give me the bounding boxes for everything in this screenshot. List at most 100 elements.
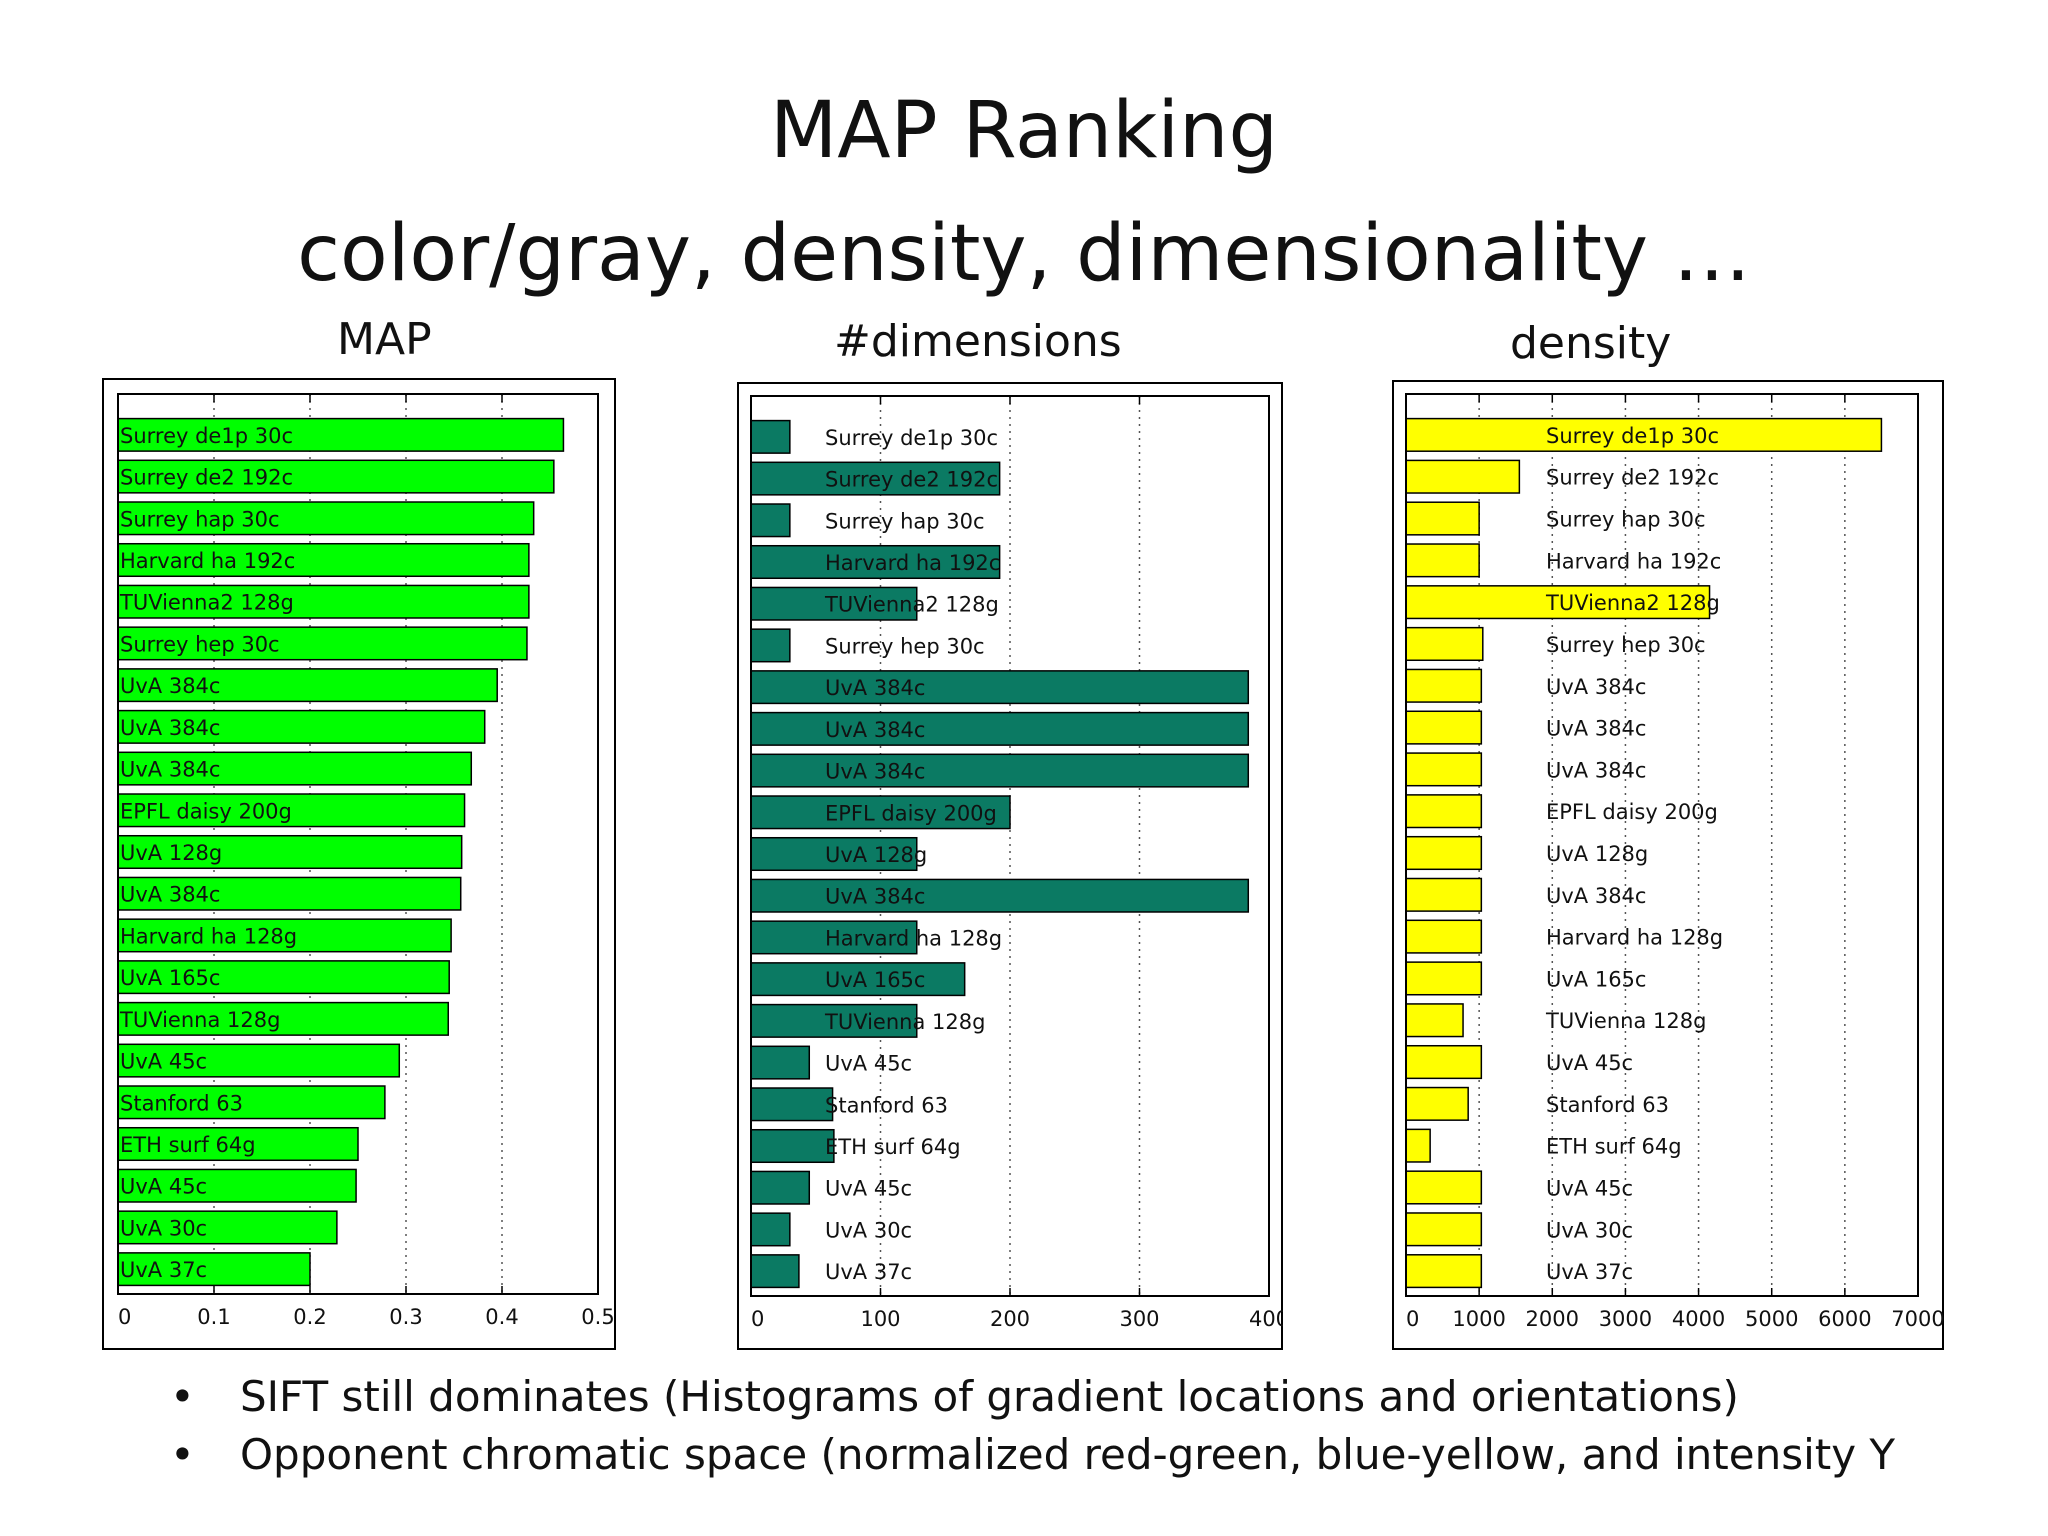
bar	[1405, 626, 1484, 662]
bar-label: Surrey hep 30c	[1546, 633, 1706, 657]
bar-label: Surrey de1p 30c	[825, 426, 998, 450]
bar	[117, 668, 498, 703]
bar	[117, 1126, 359, 1162]
x-tick-label: 4000	[1672, 1307, 1725, 1331]
bar	[750, 1170, 811, 1205]
bar-label: UvA 165c	[120, 966, 220, 990]
bar-label: UvA 45c	[825, 1177, 912, 1201]
bar-label: Surrey de2 192c	[825, 468, 998, 492]
axes-box	[117, 393, 599, 1295]
bar-label: TUVienna2 128g	[119, 591, 294, 615]
bar	[750, 628, 791, 663]
bar-label: UvA 45c	[1546, 1051, 1633, 1075]
bar-label: TUVienna2 128g	[824, 593, 999, 617]
x-tick-label: 5000	[1745, 1307, 1798, 1331]
bullet-marker: •	[170, 1430, 195, 1479]
bar	[1405, 1128, 1431, 1163]
bar	[750, 461, 1001, 496]
bar	[750, 503, 791, 538]
bar-label: ETH surf 64g	[1546, 1135, 1682, 1159]
bar	[117, 876, 462, 911]
bar-label: UvA 30c	[120, 1216, 207, 1240]
bar	[1405, 459, 1521, 494]
map-chart-title: MAP	[337, 314, 432, 365]
bar	[1405, 668, 1483, 703]
bar	[1405, 543, 1480, 578]
chart-frame	[1392, 380, 1944, 1350]
bar	[117, 793, 466, 828]
bar-label: UvA 45c	[1546, 1176, 1633, 1200]
bar-label: UvA 37c	[1546, 1260, 1633, 1284]
bar	[1405, 877, 1483, 912]
bar	[117, 960, 450, 995]
bar-label: EPFL daisy 200g	[825, 801, 997, 825]
bar-label: UvA 384c	[825, 760, 925, 784]
bar	[1405, 501, 1480, 536]
bar	[750, 795, 1011, 830]
bar-label: Harvard ha 192c	[1546, 549, 1721, 573]
bar-label: UvA 165c	[825, 968, 925, 992]
bar-label: Surrey de2 192c	[1546, 466, 1719, 490]
bar-label: UvA 30c	[1546, 1218, 1633, 1242]
bar-label: Surrey de2 192c	[120, 466, 293, 490]
bar-label: Surrey de1p 30c	[1546, 424, 1719, 448]
x-tick-label: 2000	[1526, 1307, 1579, 1331]
bar	[750, 878, 1250, 913]
bar	[117, 918, 452, 953]
x-tick-label: 0.4	[485, 1305, 518, 1329]
bar-label: Harvard ha 128g	[825, 926, 1002, 950]
bullet-item: • SIFT still dominates (Histograms of gra…	[170, 1368, 1895, 1426]
bar-label: Harvard ha 128g	[120, 924, 297, 948]
bar-label: Harvard ha 192c	[120, 549, 295, 573]
density-bar-chart: Surrey de1p 30c Surrey de2 192c Surrey hap…	[1392, 380, 1944, 1350]
bar-label: TUVienna 128g	[824, 1010, 985, 1034]
x-tick-label: 200	[990, 1307, 1030, 1331]
bar-label: Surrey hep 30c	[825, 634, 985, 658]
bar	[1405, 585, 1711, 620]
slide-subtitle: color/gray, density, dimensionality …	[297, 209, 1751, 299]
x-tick-label: 0	[1406, 1307, 1419, 1331]
bar	[1405, 1003, 1464, 1038]
bar	[1405, 417, 1883, 452]
bullet-text: SIFT still dominates (Histograms of grad…	[240, 1372, 1739, 1421]
bar-label: TUVienna 128g	[1545, 1009, 1706, 1033]
axes-box	[1405, 393, 1919, 1297]
density-chart-title: density	[1510, 318, 1672, 369]
bar-label: Harvard ha 192c	[825, 551, 1000, 575]
bar	[1405, 1170, 1483, 1205]
bar-label: Stanford 63	[1546, 1093, 1669, 1117]
bar	[750, 1212, 791, 1247]
bar	[1405, 752, 1483, 787]
x-tick-label: 0.2	[293, 1305, 326, 1329]
bar-label: UvA 384c	[120, 883, 220, 907]
bar	[1405, 1086, 1469, 1121]
bar	[117, 501, 535, 536]
bar	[750, 1045, 811, 1080]
bar-label: Surrey hep 30c	[120, 632, 280, 656]
bar	[117, 626, 528, 661]
x-tick-label: 6000	[1818, 1307, 1871, 1331]
bullet-item: • Opponent chromatic space (normalized re…	[170, 1426, 1895, 1484]
bar	[1405, 835, 1483, 871]
bar-label: UvA 384c	[120, 716, 220, 740]
bar-label: TUVienna 128g	[119, 1008, 280, 1032]
bar-label: UvA 128g	[825, 843, 927, 867]
bar	[117, 1252, 311, 1287]
slide-title: MAP Ranking	[770, 86, 1278, 176]
bar-label: UvA 384c	[1546, 717, 1646, 741]
dimensions-chart-title: #dimensions	[834, 316, 1122, 367]
bar-label: UvA 30c	[825, 1218, 912, 1242]
x-tick-label: 0.1	[197, 1305, 230, 1329]
bar-label: UvA 128g	[120, 841, 222, 865]
bar	[1405, 794, 1483, 829]
bullet-marker: •	[170, 1372, 195, 1421]
bar-label: UvA 37c	[120, 1258, 207, 1282]
bar-label: EPFL daisy 200g	[120, 799, 292, 823]
bar	[117, 1168, 357, 1203]
x-tick-label: 3000	[1599, 1307, 1652, 1331]
x-tick-label: 1000	[1452, 1307, 1505, 1331]
bullet-list: • SIFT still dominates (Histograms of gra…	[170, 1368, 1895, 1484]
bar	[1405, 1044, 1483, 1080]
bar	[117, 1043, 401, 1078]
bar-label: UvA 384c	[120, 674, 220, 698]
